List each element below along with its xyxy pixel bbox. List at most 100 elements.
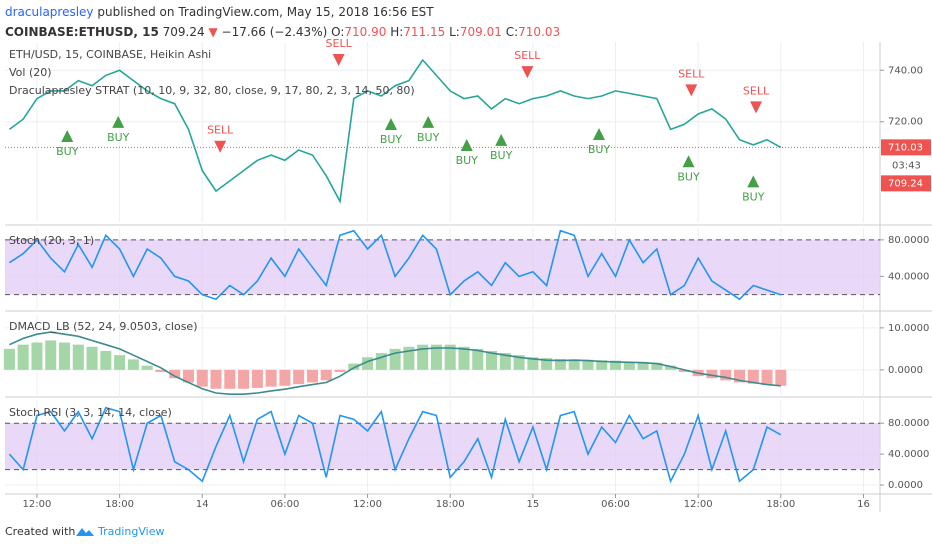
last-price-box xyxy=(881,139,931,156)
histogram-bar xyxy=(582,359,594,370)
symbol: COINBASE:ETHUSD, 15 xyxy=(5,25,159,39)
histogram-bar xyxy=(651,362,663,370)
histogram-bar xyxy=(554,358,566,370)
signal-label: SELL xyxy=(207,124,234,137)
histogram-bar xyxy=(541,358,553,370)
signal-label: BUY xyxy=(742,190,765,203)
pane: 80.0000 40.0000 0.0000 Stoch RSI (3, 3, 14,… xyxy=(5,400,929,510)
header-line: draculapresley published on TradingView.… xyxy=(5,5,434,19)
logo xyxy=(76,528,94,536)
histogram-bar xyxy=(417,344,429,370)
l-label: L: xyxy=(449,25,460,39)
series-line xyxy=(9,331,781,395)
histogram-bar xyxy=(251,369,263,388)
last: 709.24 xyxy=(163,25,205,39)
signal-marker xyxy=(521,66,534,79)
x-tick-label: 15 xyxy=(526,499,539,510)
change: −17.66 (−2.43%) xyxy=(222,25,328,39)
histogram-bar xyxy=(45,340,57,370)
published: published on TradingView.com, May 15, 20… xyxy=(97,5,434,19)
signal-label: BUY xyxy=(380,133,403,146)
histogram-bar xyxy=(665,365,677,370)
y-tick-label: 0.0000 xyxy=(888,480,923,491)
series-line xyxy=(8,58,782,204)
histogram-bar xyxy=(430,344,442,370)
x-tick-label: 06:00 xyxy=(270,499,299,510)
histogram-bar xyxy=(389,348,401,370)
histogram-bar xyxy=(733,369,746,383)
histogram-bar xyxy=(224,369,236,389)
histogram-bar xyxy=(637,361,649,370)
close-box xyxy=(881,175,931,192)
histogram-bar xyxy=(499,353,511,370)
histogram-bar xyxy=(31,342,43,370)
y-tick-label: 0.0000 xyxy=(888,365,923,376)
x-tick-label: 18:00 xyxy=(766,499,795,510)
y-tick-label: 740.00 xyxy=(888,65,923,76)
o-value: 710.90 xyxy=(344,25,386,39)
histogram-bar xyxy=(348,363,360,370)
signal-marker xyxy=(61,130,74,143)
histogram-bar xyxy=(155,369,167,372)
histogram-bar xyxy=(114,355,126,370)
pane-title: Stoch RSI (3, 3, 14, 14, close) xyxy=(9,406,172,419)
signal-marker xyxy=(422,115,435,128)
created-with: Created with xyxy=(5,525,75,538)
histogram-bar xyxy=(17,344,29,370)
series-line xyxy=(8,406,782,484)
signal-label: SELL xyxy=(678,67,705,80)
signal-label: BUY xyxy=(456,154,479,167)
arrow: ▼ xyxy=(208,25,218,39)
histogram-bar xyxy=(444,344,456,370)
signal-marker xyxy=(682,155,695,168)
y-tick-label: 80.0000 xyxy=(888,418,929,429)
brand[interactable]: TradingView xyxy=(97,525,164,538)
x-tick-label: 12:00 xyxy=(353,499,382,510)
histogram-bar xyxy=(279,369,291,386)
histogram-bar xyxy=(210,369,222,389)
histogram-bar xyxy=(362,357,374,370)
histogram-bar xyxy=(678,369,690,372)
signal-marker xyxy=(747,175,760,188)
signal-label: BUY xyxy=(56,145,79,158)
histogram-bar xyxy=(775,369,787,386)
l-value: 709.01 xyxy=(460,25,502,39)
x-tick-label: 16 xyxy=(857,499,870,510)
histogram-bar xyxy=(169,369,181,379)
signal-label: SELL xyxy=(514,49,541,62)
signal-marker xyxy=(332,54,345,67)
x-tick-label: 06:00 xyxy=(601,499,630,510)
histogram-bar xyxy=(320,369,332,381)
pane: 80.0000 40.0000 Stoch (20, 3, 1) xyxy=(5,228,929,312)
histogram-bar xyxy=(58,342,71,370)
x-tick-label: 18:00 xyxy=(436,499,465,510)
signal-label: BUY xyxy=(107,131,130,144)
histogram-bar xyxy=(238,369,250,389)
h-label: H: xyxy=(390,25,403,39)
close-label: 709.24 xyxy=(888,178,923,189)
histogram-bar xyxy=(403,346,415,370)
pane: 10.0000 0.0000 DMACD_LB (52, 24, 9.0503, c… xyxy=(3,314,929,398)
histogram-bar xyxy=(72,344,84,370)
histogram-bar xyxy=(334,369,346,372)
h-value: 711.15 xyxy=(403,25,445,39)
pane: 720.00 740.00 BUY BUY SELL SELL BUY BUY BUY BUY SE… xyxy=(5,37,931,222)
signal-marker xyxy=(460,139,473,152)
signal-label: BUY xyxy=(417,131,440,144)
signal-label: BUY xyxy=(677,170,700,183)
histogram-bar xyxy=(306,369,318,383)
signal-label: SELL xyxy=(326,37,353,50)
histogram-bar xyxy=(513,355,525,370)
signal-label: BUY xyxy=(490,149,513,162)
signal-marker xyxy=(685,84,698,97)
histogram-bar xyxy=(568,359,580,370)
histogram-bar xyxy=(458,346,470,370)
author[interactable]: draculapresley xyxy=(5,5,94,19)
signal-marker xyxy=(214,140,227,153)
histogram-bar xyxy=(527,357,539,370)
histogram-bar xyxy=(196,369,208,387)
y-tick-label: 40.0000 xyxy=(888,271,929,282)
y-tick-label: 10.0000 xyxy=(888,323,929,334)
o-label: O: xyxy=(331,25,344,39)
